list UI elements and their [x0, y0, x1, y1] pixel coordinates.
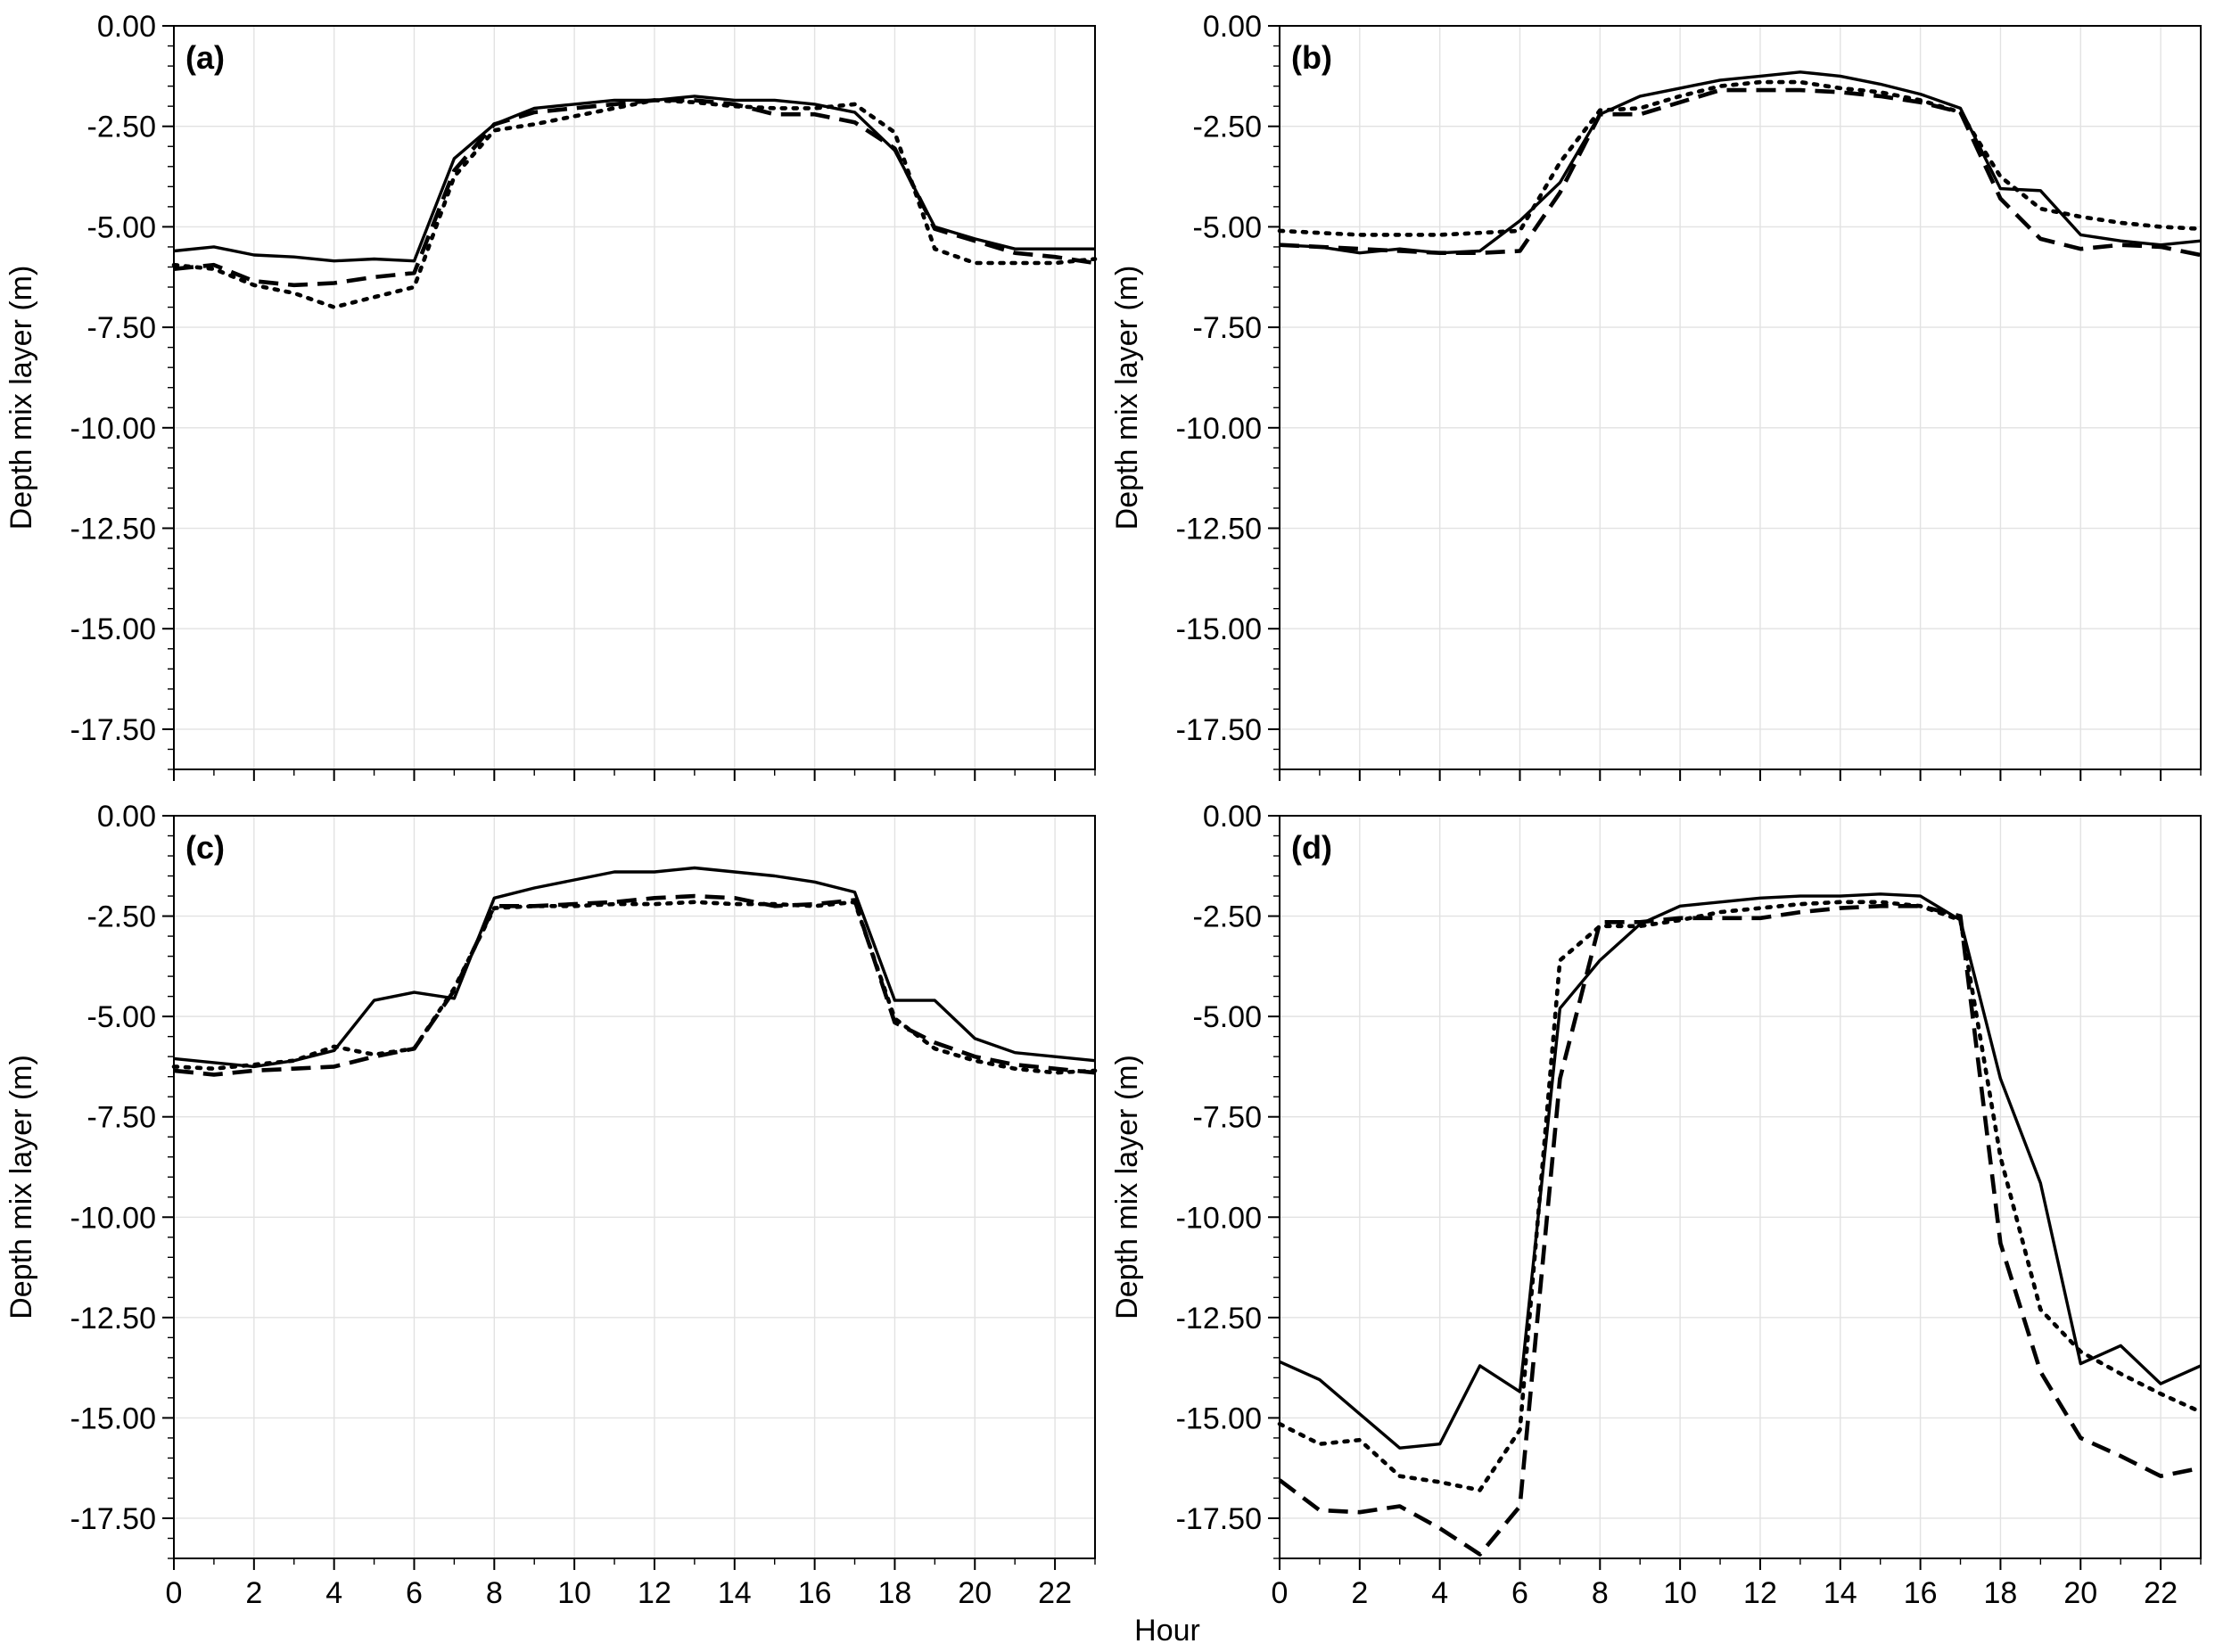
y-tick-label: -5.00	[87, 1000, 157, 1034]
y-tick-label: 0.00	[1203, 10, 1262, 44]
y-tick-label: -7.50	[87, 1101, 157, 1135]
panel-label: (b)	[1291, 39, 1332, 76]
series-line-dashed	[1278, 903, 2202, 1557]
y-tick-label: -15.00	[1176, 1401, 1262, 1435]
y-tick-label: -7.50	[1193, 311, 1263, 345]
x-tick-label: 18	[878, 1576, 912, 1610]
x-tick-label: 22	[1038, 1576, 1072, 1610]
y-tick-label: -17.50	[1176, 713, 1262, 747]
y-tick-label: -2.50	[1193, 900, 1263, 934]
plot-frame	[173, 25, 1096, 770]
x-tick-label: 20	[958, 1576, 992, 1610]
x-tick-label: 12	[1743, 1576, 1777, 1610]
plot-frame	[173, 815, 1096, 1559]
y-tick-label: -12.50	[1176, 513, 1262, 547]
x-tick-label: 18	[1984, 1576, 2018, 1610]
series-line-dashed	[1279, 87, 2202, 258]
panel-label: (a)	[185, 39, 225, 76]
y-axis-label: Depth mix layer (m)	[4, 266, 38, 530]
y-axis-label: Depth mix layer (m)	[4, 1055, 38, 1319]
y-tick-label: -12.50	[70, 1302, 156, 1336]
chart-panel-b: 0.00 -2.50 -5.00 -7.50 -10.00 -12.50 -15.00 -17…	[1110, 10, 2203, 781]
x-tick-label: 14	[1824, 1576, 1857, 1610]
x-tick-label: 4	[1431, 1576, 1448, 1610]
series-line-dotted	[171, 98, 1098, 309]
x-tick-label: 16	[798, 1576, 832, 1610]
panel-label: (d)	[1291, 829, 1332, 866]
series-line-dashed	[173, 893, 1096, 1077]
panel-label: (c)	[185, 829, 225, 866]
y-tick-label: -17.50	[1176, 1502, 1262, 1536]
series-line-dotted	[1277, 900, 2203, 1492]
x-tick-label: 8	[486, 1576, 503, 1610]
x-tick-label: 2	[1351, 1576, 1368, 1610]
x-tick-label: 0	[1272, 1576, 1289, 1610]
y-tick-label: 0.00	[1203, 800, 1262, 834]
series-line-dotted	[171, 900, 1098, 1075]
shared-x-axis-label: Hour	[1134, 1614, 1200, 1648]
y-tick-label: -15.00	[70, 612, 156, 646]
x-tick-label: 10	[557, 1576, 591, 1610]
x-tick-label: 2	[245, 1576, 262, 1610]
y-tick-label: -10.00	[70, 1201, 156, 1235]
y-tick-label: -5.00	[1193, 210, 1263, 244]
y-tick-label: 0.00	[97, 10, 156, 44]
x-tick-label: 0	[166, 1576, 183, 1610]
x-tick-label: 20	[2063, 1576, 2097, 1610]
series-line-dotted	[1277, 79, 2203, 237]
chart-panel-a: 0.00 -2.50 -5.00 -7.50 -10.00 -12.50 -15.00 -17…	[4, 10, 1098, 781]
x-tick-label: 4	[325, 1576, 342, 1610]
y-tick-label: -17.50	[70, 713, 156, 747]
y-tick-label: -17.50	[70, 1502, 156, 1536]
series-line-solid	[173, 866, 1096, 1069]
y-tick-label: -7.50	[1193, 1101, 1263, 1135]
x-tick-label: 6	[406, 1576, 423, 1610]
y-tick-label: -5.00	[1193, 1000, 1263, 1034]
y-tick-label: -7.50	[87, 311, 157, 345]
y-tick-label: -2.50	[1193, 111, 1263, 144]
x-tick-label: 12	[638, 1576, 671, 1610]
y-axis-label: Depth mix layer (m)	[1110, 266, 1144, 530]
y-tick-label: -15.00	[70, 1401, 156, 1435]
x-tick-label: 10	[1663, 1576, 1697, 1610]
y-tick-label: -10.00	[1176, 412, 1262, 446]
plot-frame	[1279, 25, 2202, 770]
chart-panel-c: 0.00 -2.50 -5.00 -7.50 -10.00 -12.50 -15.00 -17…	[4, 800, 1098, 1610]
y-tick-label: -10.00	[70, 412, 156, 446]
y-tick-label: -12.50	[1176, 1302, 1262, 1336]
y-tick-label: -12.50	[70, 513, 156, 547]
y-tick-label: 0.00	[97, 800, 156, 834]
x-tick-label: 22	[2144, 1576, 2178, 1610]
chart-panel-d: 0.00 -2.50 -5.00 -7.50 -10.00 -12.50 -15.00 -17…	[1110, 800, 2203, 1610]
x-tick-label: 6	[1511, 1576, 1528, 1610]
y-tick-label: -5.00	[87, 210, 157, 244]
series-line-solid	[1279, 70, 2202, 255]
y-tick-label: -2.50	[87, 900, 157, 934]
x-tick-label: 8	[1592, 1576, 1609, 1610]
series-line-solid	[1279, 892, 2202, 1450]
y-tick-label: -2.50	[87, 111, 157, 144]
series-line-dashed	[173, 98, 1096, 288]
y-axis-label: Depth mix layer (m)	[1110, 1055, 1144, 1319]
y-tick-label: -10.00	[1176, 1201, 1262, 1235]
y-tick-label: -15.00	[1176, 612, 1262, 646]
plot-frame	[1279, 815, 2202, 1559]
x-tick-label: 14	[718, 1576, 752, 1610]
x-tick-label: 16	[1904, 1576, 1938, 1610]
